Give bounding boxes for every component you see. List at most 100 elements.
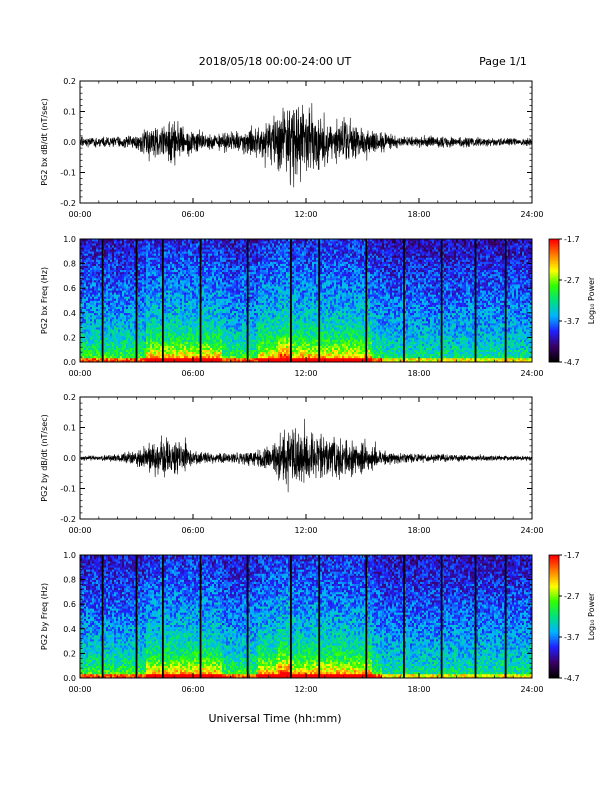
spectrogram-cell bbox=[114, 257, 116, 259]
spectrogram-cell bbox=[146, 327, 148, 329]
spectrogram-cell bbox=[156, 327, 158, 329]
spectrogram-cell bbox=[86, 296, 88, 298]
spectrogram-cell bbox=[128, 294, 130, 296]
spectrogram-cell bbox=[116, 292, 118, 294]
spectrogram-cell bbox=[152, 245, 154, 247]
spectrogram-cell bbox=[124, 354, 126, 356]
spectrogram-cell bbox=[130, 292, 132, 294]
spectrogram-cell bbox=[150, 358, 152, 360]
spectrogram-cell bbox=[156, 317, 158, 319]
spectrogram-cell bbox=[142, 272, 144, 274]
spectrogram-cell bbox=[114, 303, 116, 305]
spectrogram-cell bbox=[122, 329, 124, 331]
spectrogram-cell bbox=[138, 255, 140, 257]
spectrogram-cell bbox=[128, 278, 130, 280]
spectrogram-cell bbox=[150, 260, 152, 262]
spectrogram-cell bbox=[118, 352, 120, 354]
spectrogram-cell bbox=[86, 298, 88, 300]
spectrogram-cell bbox=[158, 249, 160, 251]
spectrogram-cell bbox=[82, 251, 84, 253]
spectrogram-cell bbox=[148, 298, 150, 300]
spectrogram-cell bbox=[120, 307, 122, 309]
spectrogram-cell bbox=[116, 282, 118, 284]
spectrogram-cell bbox=[124, 315, 126, 317]
spectrogram-cell bbox=[156, 282, 158, 284]
spectrogram-cell bbox=[156, 323, 158, 325]
spectrogram-cell bbox=[90, 319, 92, 321]
spectrogram-cell bbox=[124, 319, 126, 321]
spectrogram-cell bbox=[142, 257, 144, 259]
spectrogram-cell bbox=[126, 280, 128, 282]
spectrogram-cell bbox=[118, 321, 120, 323]
spectrogram-cell bbox=[146, 348, 148, 350]
spectrogram-cell bbox=[140, 333, 142, 335]
spectrogram-cell bbox=[106, 288, 108, 290]
spectrogram-cell bbox=[144, 241, 146, 243]
spectrogram-cell bbox=[120, 247, 122, 249]
spectrogram-cell bbox=[104, 339, 106, 341]
spectrogram-cell bbox=[122, 319, 124, 321]
spectrogram-cell bbox=[112, 309, 114, 311]
spectrogram-cell bbox=[142, 311, 144, 313]
spectrogram-cell bbox=[108, 346, 110, 348]
spectrogram-cell bbox=[158, 348, 160, 350]
spectrogram-cell bbox=[138, 251, 140, 253]
spectrogram-cell bbox=[158, 333, 160, 335]
spectrogram-cell bbox=[90, 253, 92, 255]
spectrogram-cell bbox=[128, 253, 130, 255]
spectrogram-cell bbox=[122, 276, 124, 278]
spectrogram-cell bbox=[106, 243, 108, 245]
spectrogram-cell bbox=[98, 255, 100, 257]
spectrogram-cell bbox=[96, 307, 98, 309]
spectrogram-cell bbox=[118, 356, 120, 358]
spectrogram-cell bbox=[130, 255, 132, 257]
spectrogram-cell bbox=[142, 350, 144, 352]
spectrogram-cell bbox=[92, 311, 94, 313]
spectrogram-cell bbox=[92, 350, 94, 352]
spectrogram-cell bbox=[152, 243, 154, 245]
spectrogram-cell bbox=[142, 276, 144, 278]
spectrogram-cell bbox=[98, 278, 100, 280]
spectrogram-cell bbox=[116, 315, 118, 317]
spectrogram-cell bbox=[110, 245, 112, 247]
spectrogram-cell bbox=[110, 344, 112, 346]
spectrogram-cell bbox=[112, 305, 114, 307]
spectrogram-cell bbox=[112, 262, 114, 264]
spectrogram-cell bbox=[144, 323, 146, 325]
spectrogram-cell bbox=[98, 294, 100, 296]
spectrogram-cell bbox=[112, 268, 114, 270]
spectrogram-cell bbox=[114, 313, 116, 315]
spectrogram-cell bbox=[130, 245, 132, 247]
spectrogram-cell bbox=[92, 321, 94, 323]
spectrogram-cell bbox=[94, 311, 96, 313]
spectrogram-cell bbox=[118, 264, 120, 266]
spectrogram-cell bbox=[124, 288, 126, 290]
spectrogram-cell bbox=[108, 311, 110, 313]
spectrogram-cell bbox=[144, 243, 146, 245]
spectrogram-cell bbox=[98, 309, 100, 311]
spectrogram-cell bbox=[114, 337, 116, 339]
spectrogram-cell bbox=[106, 245, 108, 247]
spectrogram-cell bbox=[90, 350, 92, 352]
spectrogram-cell bbox=[140, 323, 142, 325]
spectrogram-cell bbox=[140, 290, 142, 292]
spectrogram-cell bbox=[82, 290, 84, 292]
spectrogram-cell bbox=[82, 245, 84, 247]
spectrogram-cell bbox=[126, 307, 128, 309]
spectrogram-cell bbox=[110, 358, 112, 360]
spectrogram-cell bbox=[152, 358, 154, 360]
spectrogram-cell bbox=[150, 257, 152, 259]
spectrogram-cell bbox=[108, 266, 110, 268]
spectrogram-cell bbox=[132, 331, 134, 333]
spectrogram-cell bbox=[110, 292, 112, 294]
spectrogram-cell bbox=[128, 309, 130, 311]
spectrogram-cell bbox=[104, 325, 106, 327]
spectrogram-cell bbox=[84, 333, 86, 335]
spectrogram-cell bbox=[154, 307, 156, 309]
spectrogram-cell bbox=[106, 333, 108, 335]
spectrogram-cell bbox=[94, 307, 96, 309]
spectrogram-cell bbox=[156, 247, 158, 249]
y-tick-label: 0.0 bbox=[63, 138, 76, 147]
spectrogram-cell bbox=[142, 309, 144, 311]
spectrogram-cell bbox=[144, 276, 146, 278]
